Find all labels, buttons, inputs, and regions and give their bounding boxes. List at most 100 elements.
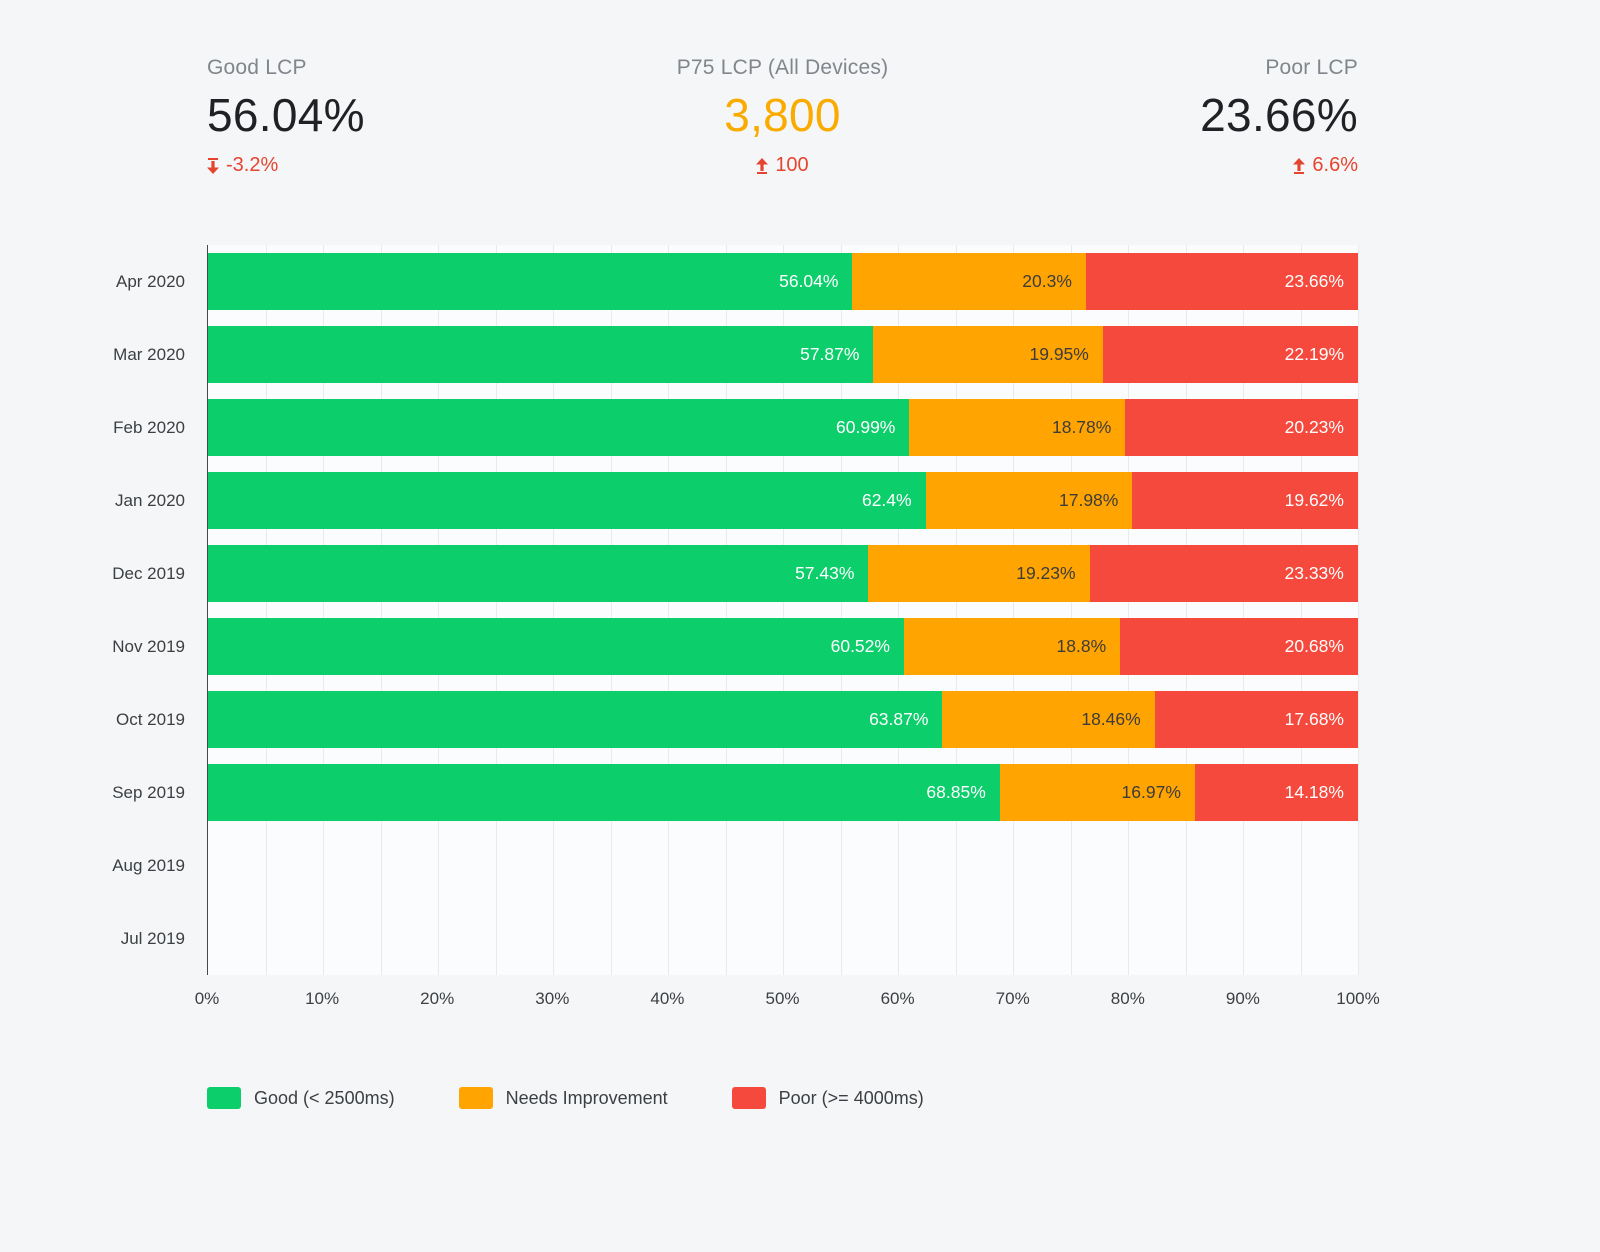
bar-segment[interactable]: 20.3% (852, 253, 1086, 310)
gridline (783, 245, 784, 975)
bar-value-label: 19.23% (1016, 563, 1076, 583)
bar-segment[interactable]: 23.66% (1085, 253, 1358, 310)
kpi-delta: 100 (756, 154, 809, 177)
bar-track: 68.85% 16.97% 14.18% (208, 764, 1358, 821)
arrow-up-icon (1293, 157, 1306, 174)
bar-segment[interactable]: 22.19% (1102, 326, 1359, 383)
bar-track: 63.87% 18.46% 17.68% (208, 691, 1358, 748)
x-tick-label: 100% (1336, 989, 1380, 1008)
bar-track: 62.4% 17.98% 19.62% (208, 472, 1358, 529)
bar-segment[interactable]: 17.98% (925, 472, 1133, 529)
bar-segment[interactable]: 68.85% (208, 764, 1000, 821)
gridline (955, 245, 957, 975)
gridline (553, 245, 554, 975)
bar-segment[interactable]: 18.78% (909, 399, 1126, 456)
chart-rows: Apr 2020 56.04% 20.3% 23.66% Mar 2020 57.87% 1… (112, 245, 1359, 975)
x-tick-label: 80% (1110, 989, 1145, 1008)
gridlines (208, 245, 1359, 975)
chart-row: Sep 2019 68.85% 16.97% 14.18% (112, 756, 1358, 829)
bar-segment[interactable]: 62.4% (208, 472, 926, 529)
bar-value-label: 19.62% (1284, 490, 1344, 510)
bar-track: 56.04% 20.3% 23.66% (208, 253, 1358, 310)
bar-segment[interactable]: 16.97% (999, 764, 1195, 821)
bar-segment[interactable]: 63.87% (208, 691, 943, 748)
y-axis-label: Sep 2019 (112, 782, 185, 802)
y-axis-label: Aug 2019 (112, 855, 185, 875)
bar-value-label: 18.8% (1056, 636, 1107, 656)
bar-segment[interactable]: 19.23% (868, 545, 1090, 602)
x-tick-label: 90% (1225, 989, 1260, 1008)
x-tick-label: 30% (535, 989, 570, 1008)
bar-segment[interactable]: 19.95% (873, 326, 1103, 383)
gridline (725, 245, 727, 975)
bar-value-label: 56.04% (779, 271, 839, 291)
bar-value-label: 20.23% (1284, 417, 1344, 437)
chart-row: Jan 2020 62.4% 17.98% 19.62% (115, 464, 1358, 537)
bar-track: 60.52% 18.8% 20.68% (208, 618, 1358, 675)
gridline (1243, 245, 1244, 975)
bar-segment[interactable]: 18.46% (942, 691, 1155, 748)
legend-label: Poor (>= 4000ms) (778, 1087, 924, 1108)
gridline (1013, 245, 1014, 975)
kpi-delta: 6.6% (1293, 154, 1358, 177)
legend-item[interactable]: Needs Improvement (458, 1087, 668, 1109)
bar-segment[interactable]: 18.8% (903, 618, 1121, 675)
bar-segment[interactable]: 19.62% (1132, 472, 1358, 529)
y-axis-label: Mar 2020 (113, 344, 185, 364)
chart-row: Apr 2020 56.04% 20.3% 23.66% (116, 245, 1358, 318)
x-tick-label: 60% (880, 989, 915, 1008)
bar-value-label: 23.66% (1284, 271, 1344, 291)
legend-item[interactable]: Good (< 2500ms) (207, 1087, 395, 1109)
kpi-label: Good LCP (207, 56, 307, 79)
bar-value-label: 57.43% (795, 563, 855, 583)
chart-row: Aug 2019 (112, 829, 1358, 902)
bar-value-label: 60.52% (830, 636, 890, 656)
gridline (323, 245, 324, 975)
bar-segment[interactable]: 20.23% (1125, 399, 1358, 456)
x-tick-label: 0% (194, 989, 220, 1008)
gridline (495, 245, 497, 975)
legend-item[interactable]: Poor (>= 4000ms) (731, 1087, 924, 1109)
bar-segment[interactable]: 17.68% (1154, 691, 1358, 748)
chart-row: Oct 2019 63.87% 18.46% 17.68% (116, 683, 1358, 756)
bar-track: 57.43% 19.23% 23.33% (208, 545, 1358, 602)
gridline (840, 245, 842, 975)
bar-segment[interactable]: 14.18% (1194, 764, 1358, 821)
kpi-card: Good LCP 56.04% -3.2% (207, 56, 365, 177)
kpi-label: Poor LCP (1265, 56, 1358, 79)
bar-segment[interactable]: 20.68% (1120, 618, 1358, 675)
bar-value-label: 63.87% (869, 709, 929, 729)
kpi-delta-value: 6.6% (1312, 154, 1358, 176)
chart-row: Jul 2019 (121, 902, 1358, 975)
x-tick-label: 50% (765, 989, 800, 1008)
x-axis: 0% 10% 20% 30% 40% 50% 60% 70% 80% 90% 100% (195, 989, 1380, 1011)
legend-label: Good (< 2500ms) (254, 1087, 395, 1108)
bar-segment[interactable]: 57.43% (208, 545, 869, 602)
kpi-card: P75 LCP (All Devices) 3,800 100 (677, 56, 889, 177)
x-tick-label: 40% (650, 989, 685, 1008)
arrow-up-icon (756, 157, 769, 174)
y-axis-label: Oct 2019 (116, 709, 185, 729)
kpi-value: 23.66% (1200, 89, 1358, 141)
gridline (898, 245, 899, 975)
bar-track (208, 837, 1358, 894)
gridline (610, 245, 612, 975)
x-tick-label: 10% (305, 989, 340, 1008)
bar-segment[interactable]: 57.87% (208, 326, 874, 383)
legend-swatch (731, 1087, 766, 1109)
bar-value-label: 62.4% (861, 490, 912, 510)
kpi-delta-value: -3.2% (226, 154, 279, 176)
bar-value-label: 18.78% (1051, 417, 1112, 437)
gridline (1128, 245, 1129, 975)
kpi-card: Poor LCP 23.66% 6.6% (1200, 56, 1358, 177)
bar-value-label: 14.18% (1284, 782, 1344, 802)
bar-segment[interactable]: 60.99% (208, 399, 910, 456)
gridline (438, 245, 439, 975)
gridline (1185, 245, 1187, 975)
bar-segment[interactable]: 23.33% (1089, 545, 1358, 602)
bar-segment[interactable]: 60.52% (208, 618, 904, 675)
y-axis-label: Dec 2019 (112, 563, 185, 583)
bar-segment[interactable]: 56.04% (208, 253, 853, 310)
bar-value-label: 60.99% (836, 417, 896, 437)
kpi-delta-value: 100 (775, 154, 809, 176)
